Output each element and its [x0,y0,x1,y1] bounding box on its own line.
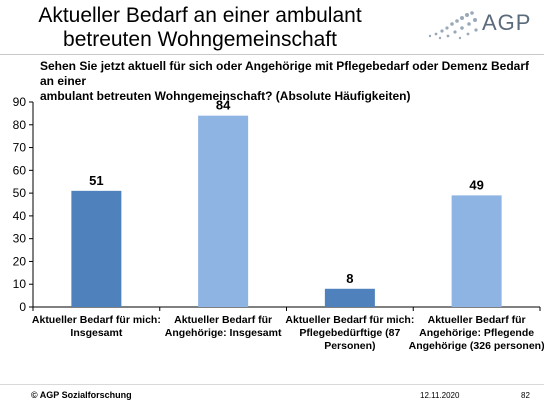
x-category-label: Personen) [324,340,375,352]
question-line-1: Sehen Sie jetzt aktuell für sich oder An… [40,59,529,88]
data-label: 8 [346,271,353,286]
footer-copyright: © AGP Sozialforschung [31,390,132,400]
bar-chart: 0 10 20 30 40 50 60 70 80 90 51 84 8 49 Aktueller Be… [13,95,544,352]
x-category-label: Aktueller Bedarf für [428,314,526,326]
y-tick-label: 10 [13,277,27,291]
y-tick-label: 30 [13,232,27,246]
title-line-2: betreuten Wohngemeinschaft [63,28,337,51]
x-category-label: Angehörige (326 personen) [409,340,544,352]
bar [71,190,122,307]
y-tick-label: 90 [13,95,27,109]
bar [198,115,249,308]
x-category-label: Aktueller Bedarf für [174,314,272,326]
y-tick-label: 50 [13,186,27,200]
agp-logo-text: AGP [482,10,532,35]
data-label: 49 [469,177,483,192]
bar [451,195,502,307]
x-category-label: Aktueller Bedarf für mich: [285,314,414,326]
footer-rule [0,384,544,385]
bar [324,288,375,307]
x-category-label: Insgesamt [70,327,122,339]
slide-title: Aktueller Bedarf an einer ambulant betre… [0,4,400,52]
agp-logo-dots [428,11,478,40]
footer-date: 12.11.2020 [420,391,460,400]
data-label: 51 [89,173,103,188]
x-category-label: Pflegebedürftige (87 [299,327,400,339]
data-label: 84 [216,98,231,113]
title-line-1: Aktueller Bedarf an einer ambulant [38,4,362,27]
header-separator [0,54,544,55]
y-tick-label: 80 [13,118,27,132]
chart-data-labels: 51 84 8 49 [89,98,484,286]
x-category-label: Aktueller Bedarf für mich: [32,314,161,326]
y-tick-label: 0 [19,300,26,314]
y-tick-label: 60 [13,163,27,177]
x-category-label: Angehörige: Pflegende [419,327,534,339]
y-tick-label: 20 [13,254,27,268]
survey-question: Sehen Sie jetzt aktuell für sich oder An… [40,59,530,104]
chart-category-labels: Aktueller Bedarf für mich:InsgesamtAktue… [32,314,544,352]
footer-page-number: 82 [521,391,530,400]
chart-bars [71,115,502,308]
y-tick-label: 40 [13,209,27,223]
question-line-2: ambulant betreuten Wohngemeinschaft? (Ab… [40,89,411,103]
y-tick-label: 70 [13,141,27,155]
x-category-label: Angehörige: Insgesamt [165,327,282,339]
